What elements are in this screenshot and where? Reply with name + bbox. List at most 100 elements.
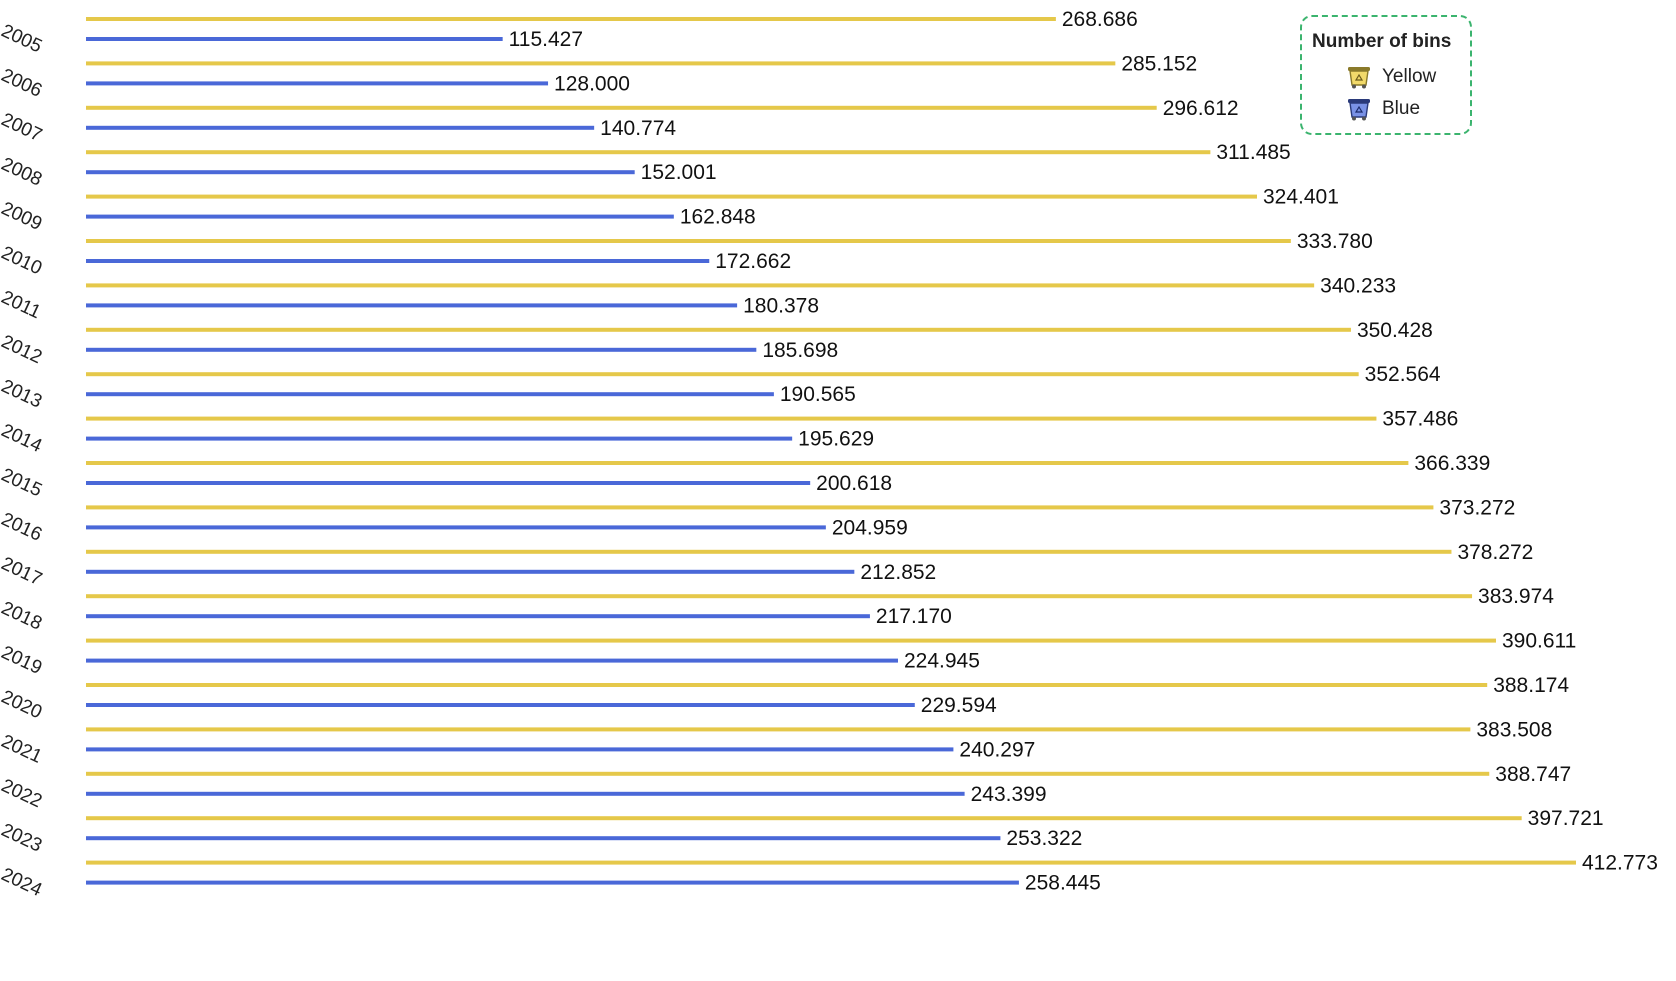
bar-yellow — [86, 239, 1291, 243]
data-label-blue: 115.427 — [509, 28, 583, 51]
data-label-blue: 212.852 — [860, 561, 936, 584]
bar-yellow — [86, 194, 1258, 199]
bar-yellow — [86, 61, 1116, 66]
bar-blue — [86, 703, 915, 707]
year-tick-label: 2014 — [0, 420, 45, 457]
bar-blue — [86, 214, 674, 219]
bar-yellow — [86, 727, 1471, 732]
year-tick-label: 2013 — [0, 376, 45, 413]
data-label-yellow: 357.486 — [1382, 408, 1458, 431]
bar-blue — [86, 37, 503, 41]
year-tick-label: 2012 — [0, 331, 45, 368]
data-label-yellow: 340.233 — [1320, 274, 1396, 297]
year-tick-label: 2015 — [0, 464, 45, 501]
data-label-yellow: 296.612 — [1163, 97, 1239, 120]
data-label-yellow: 388.174 — [1493, 674, 1569, 697]
year-tick-label: 2007 — [0, 109, 45, 146]
data-label-yellow: 324.401 — [1263, 186, 1339, 209]
data-label-blue: 200.618 — [816, 472, 892, 495]
bar-yellow — [86, 283, 1315, 288]
bar-blue — [86, 436, 793, 441]
bar-yellow — [86, 105, 1157, 110]
data-label-blue: 204.959 — [832, 516, 908, 539]
yellow-recycling-bin-icon — [1348, 67, 1370, 89]
bar-blue — [86, 259, 710, 263]
legend-item-yellow: Yellow — [1312, 61, 1470, 93]
data-label-yellow: 333.780 — [1297, 230, 1373, 253]
year-tick-label: 2021 — [0, 731, 45, 768]
bar-yellow — [86, 416, 1377, 421]
bar-blue — [86, 525, 826, 530]
year-tick-label: 2023 — [0, 820, 45, 857]
bar-blue — [86, 170, 635, 175]
bar-blue — [86, 791, 965, 796]
data-label-blue: 185.698 — [762, 339, 838, 362]
legend-label-blue: Blue — [1382, 98, 1421, 119]
bar-yellow — [86, 372, 1359, 377]
year-tick-label: 2009 — [0, 198, 45, 235]
data-label-yellow: 366.339 — [1414, 452, 1490, 475]
bar-blue — [86, 747, 954, 752]
blue-recycling-bin-icon — [1348, 99, 1370, 121]
data-label-yellow: 352.564 — [1365, 363, 1441, 386]
bar-blue — [86, 836, 1001, 841]
bar-yellow — [86, 860, 1576, 865]
data-label-blue: 162.848 — [680, 206, 756, 229]
data-label-yellow: 378.272 — [1457, 541, 1533, 564]
data-label-blue: 180.378 — [743, 294, 819, 317]
year-tick-label: 2010 — [0, 242, 45, 279]
bar-yellow — [86, 327, 1351, 332]
data-label-blue: 243.399 — [971, 783, 1047, 806]
data-label-blue: 253.322 — [1006, 827, 1082, 850]
year-tick-label: 2022 — [0, 775, 45, 812]
year-tick-label: 2006 — [0, 65, 45, 102]
data-label-blue: 128.000 — [554, 72, 630, 95]
bar-blue — [86, 347, 757, 352]
data-label-yellow: 285.152 — [1121, 52, 1197, 75]
data-label-yellow: 268.686 — [1062, 8, 1138, 31]
bar-blue — [86, 125, 595, 130]
bar-yellow — [86, 549, 1452, 554]
bar-blue — [86, 569, 855, 574]
data-label-yellow: 412.773 — [1582, 852, 1658, 875]
legend-label-yellow: Yellow — [1382, 66, 1437, 87]
data-label-blue: 217.170 — [876, 605, 952, 628]
bar-blue — [86, 81, 549, 86]
data-label-yellow: 373.272 — [1439, 496, 1515, 519]
year-tick-label: 2019 — [0, 642, 45, 679]
data-label-blue: 224.945 — [904, 650, 980, 673]
chart-legend: Number of bins Yellow Blue — [1300, 15, 1472, 135]
bar-yellow — [86, 150, 1211, 155]
legend-item-blue: Blue — [1312, 93, 1470, 125]
data-label-blue: 240.297 — [959, 738, 1035, 761]
bar-blue — [86, 303, 738, 308]
bar-yellow — [86, 505, 1434, 510]
bar-blue — [86, 658, 898, 663]
data-label-yellow: 311.485 — [1216, 141, 1290, 164]
year-tick-label: 2020 — [0, 686, 45, 723]
bar-blue — [86, 392, 774, 397]
year-tick-label: 2011 — [0, 287, 44, 323]
year-tick-label: 2005 — [0, 20, 45, 57]
bar-yellow — [86, 461, 1409, 465]
year-tick-label: 2016 — [0, 509, 45, 546]
year-tick-label: 2024 — [0, 864, 45, 901]
data-label-blue: 172.662 — [715, 250, 791, 273]
data-label-blue: 229.594 — [921, 694, 997, 717]
data-label-yellow: 390.611 — [1502, 630, 1576, 653]
bar-yellow — [86, 17, 1056, 21]
year-tick-label: 2017 — [0, 553, 45, 590]
legend-title: Number of bins — [1312, 31, 1452, 52]
data-label-blue: 152.001 — [641, 161, 717, 184]
bar-yellow — [86, 816, 1522, 821]
bar-blue — [86, 481, 811, 485]
data-label-yellow: 350.428 — [1357, 319, 1433, 342]
bar-yellow — [86, 683, 1488, 687]
data-label-blue: 195.629 — [798, 428, 874, 451]
bar-blue — [86, 614, 870, 619]
data-label-yellow: 397.721 — [1528, 807, 1604, 830]
data-label-blue: 140.774 — [600, 117, 676, 140]
bar-yellow — [86, 638, 1497, 643]
bar-yellow — [86, 594, 1473, 599]
